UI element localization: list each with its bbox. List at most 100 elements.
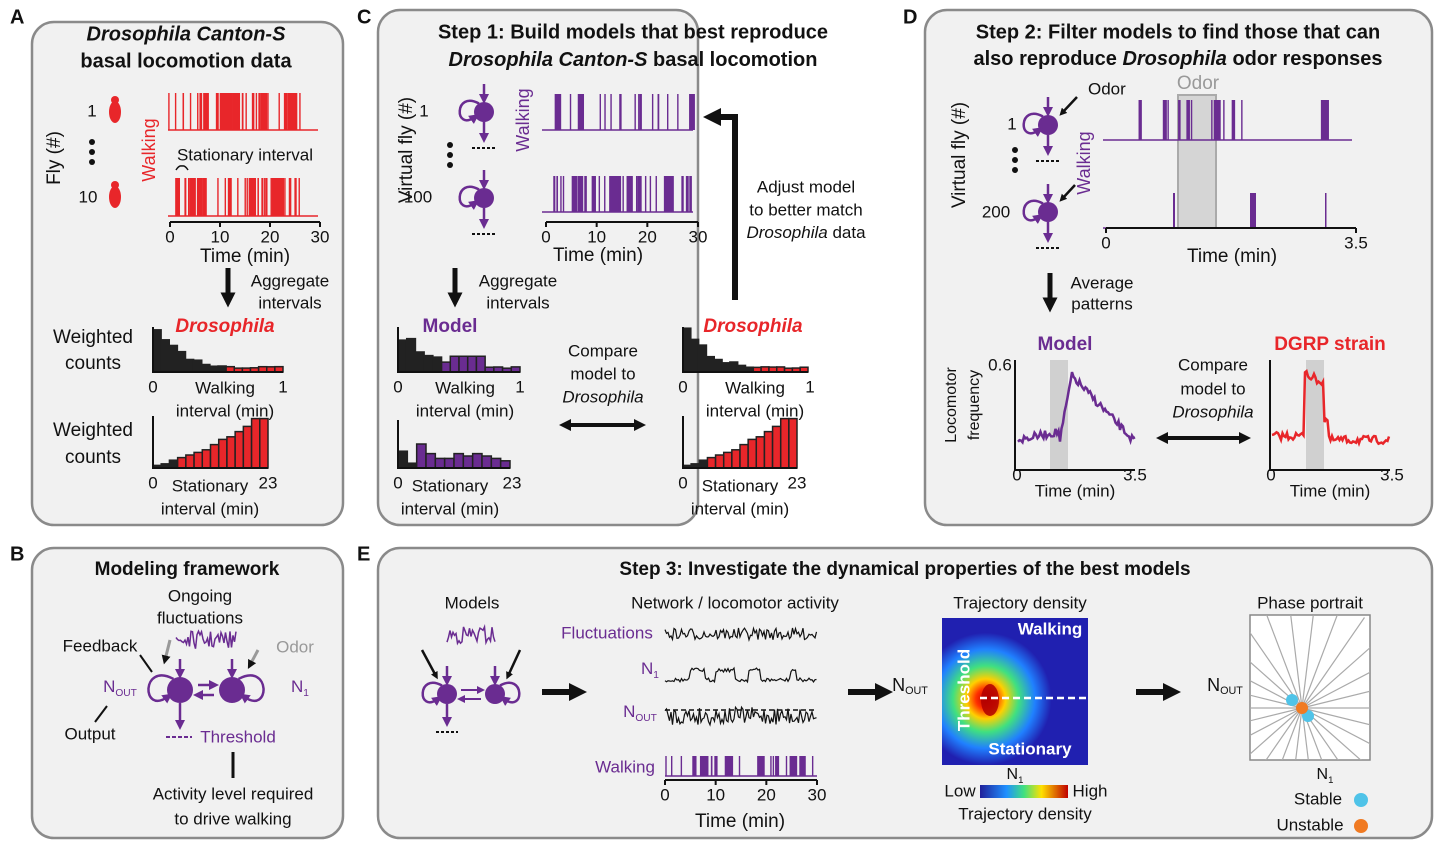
panels xyxy=(30,8,1434,840)
histogram-bar xyxy=(226,436,236,469)
trajectory xyxy=(1250,707,1303,722)
variable-label: N1 xyxy=(291,677,309,698)
walking-bout xyxy=(663,176,670,212)
walking-bout xyxy=(1186,100,1190,140)
panel-e xyxy=(376,546,1434,840)
label: Low xyxy=(944,781,976,800)
walking-bout xyxy=(204,178,206,216)
y-axis-label: Fly (#) xyxy=(44,131,65,185)
label: fluctuations xyxy=(157,608,243,627)
plot-title: Model xyxy=(1038,334,1093,355)
panel-title: also reproduce Drosophila odor responses xyxy=(974,48,1383,70)
walking-bout xyxy=(577,94,583,130)
histogram-bar xyxy=(690,338,700,373)
histogram-bar xyxy=(425,452,437,469)
walking-bout xyxy=(699,756,708,776)
walking-bout xyxy=(1326,100,1329,140)
label-part: data xyxy=(828,223,866,242)
feedback-loop xyxy=(499,681,521,706)
label-sub: 1 xyxy=(1018,775,1023,786)
trace xyxy=(175,629,237,649)
walking-bout xyxy=(266,178,268,216)
histogram-axis xyxy=(152,327,283,373)
label: interval (min) xyxy=(161,499,259,518)
walking-bout xyxy=(273,178,277,216)
walking-bout xyxy=(553,176,556,212)
odor-arrow xyxy=(161,639,172,665)
walking-bout xyxy=(569,94,572,130)
odor-arrow xyxy=(420,649,438,680)
label: Odor xyxy=(1088,79,1126,98)
histogram-bar xyxy=(405,337,417,373)
tick-label: 20 xyxy=(638,227,657,246)
walking-bout xyxy=(287,93,290,130)
walking-bout xyxy=(258,93,261,130)
panel-title: Step 2: Filter models to find those that… xyxy=(976,21,1380,43)
walking-bout xyxy=(610,176,612,212)
walking-bout xyxy=(1213,100,1221,140)
label: Stationary xyxy=(702,476,779,495)
walking-bout xyxy=(1138,100,1142,140)
walking-bout xyxy=(252,93,255,130)
annotation: Stationary interval xyxy=(177,145,313,164)
histogram-bar xyxy=(682,327,692,373)
label: counts xyxy=(65,447,121,468)
histogram-bar xyxy=(731,449,741,469)
ellipsis-dot xyxy=(447,152,453,158)
label: model to xyxy=(1180,379,1245,398)
walking-bout xyxy=(575,176,578,212)
histogram-bar xyxy=(729,361,739,373)
label: patterns xyxy=(1071,294,1132,313)
label: Walking xyxy=(725,378,785,397)
walking-bout xyxy=(1211,100,1213,140)
walking-bout xyxy=(571,176,577,212)
walking-bout xyxy=(248,178,257,216)
trajectory xyxy=(1250,694,1303,709)
histogram-axis xyxy=(152,416,268,469)
walking-bout xyxy=(692,756,696,776)
trajectory xyxy=(1301,707,1370,745)
histogram-bar xyxy=(763,430,774,469)
label: Weighted xyxy=(53,420,133,441)
walking-bout xyxy=(577,176,583,212)
tick-label: 30 xyxy=(689,227,708,246)
tick-label: 10 xyxy=(706,785,725,804)
tick-label: 23 xyxy=(259,473,278,492)
histogram-bar xyxy=(184,358,195,373)
brace xyxy=(175,165,189,171)
fly-head xyxy=(111,96,119,104)
tick-label: 0 xyxy=(393,473,402,492)
label: Models xyxy=(445,593,500,612)
walking-bout xyxy=(174,93,177,130)
plot-axis xyxy=(1269,360,1390,471)
trajectory xyxy=(1250,707,1303,736)
walking-bout xyxy=(689,94,695,130)
label: Trajectory density xyxy=(958,804,1092,823)
walking-bout xyxy=(610,94,612,130)
x-axis-label: Time (min) xyxy=(1035,481,1116,500)
odor-arrow xyxy=(247,649,260,669)
y-axis-label: Virtual fly (#) xyxy=(949,102,970,208)
label: Odor xyxy=(276,637,314,656)
walking-bout xyxy=(228,178,230,216)
walking-bout xyxy=(639,94,642,130)
walking-bout xyxy=(182,93,184,130)
panel-a xyxy=(30,20,345,527)
walking-bout xyxy=(272,178,274,216)
walking-bout xyxy=(685,176,688,212)
histogram-bar xyxy=(747,438,758,469)
histogram-bar xyxy=(475,355,486,373)
label: Walking xyxy=(595,757,655,776)
histogram-bar xyxy=(706,456,717,469)
panel-title: Step 1: Build models that best reproduce xyxy=(438,21,828,43)
walking-bout xyxy=(775,756,780,776)
walking-bout xyxy=(631,176,633,212)
walking-bout xyxy=(695,756,697,776)
response-trace xyxy=(1271,368,1391,448)
odor-arrow xyxy=(1059,184,1076,202)
variable-label: N1 xyxy=(1007,766,1024,785)
model-node xyxy=(474,102,494,122)
walking-bout xyxy=(785,756,788,776)
panel-letter: A xyxy=(10,6,24,28)
